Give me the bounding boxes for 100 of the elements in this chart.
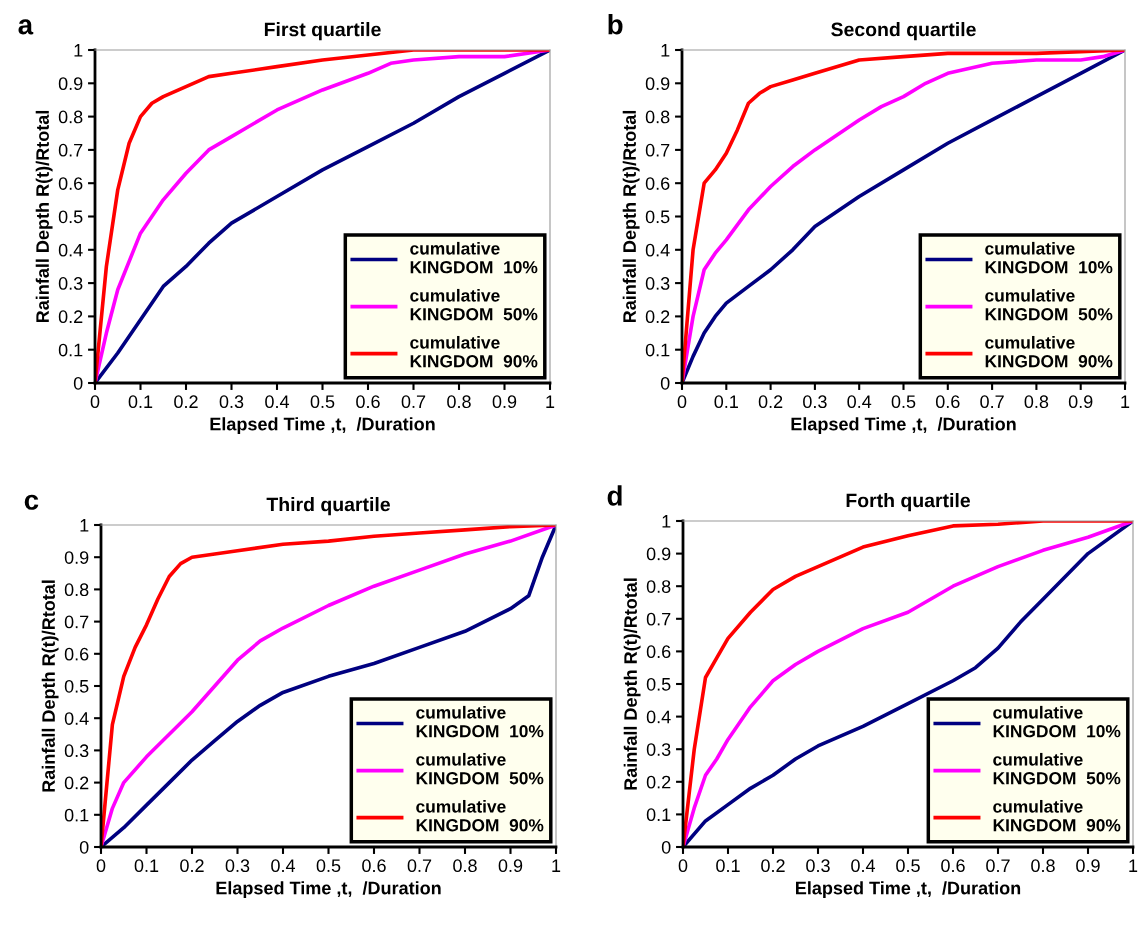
x-tick-label: 0.5 [891, 395, 916, 409]
y-tick-label: 0.6 [58, 177, 83, 190]
y-tick-label: 1 [661, 44, 670, 57]
y-tick-label: 0.7 [64, 615, 89, 629]
y-tick-label: 1 [74, 44, 83, 57]
y-axis-title: Rainfall Depth R(t)/Rtotal [41, 580, 59, 792]
x-tick-label: 0.3 [219, 395, 244, 409]
y-tick-label: 0.4 [646, 710, 671, 724]
y-tick-label: 0.7 [645, 143, 670, 157]
x-tick-label: 0.4 [847, 395, 872, 409]
y-tick-label: 0.5 [64, 679, 89, 693]
legend-label: cumulative KINGDOM 50% [416, 752, 544, 785]
y-tick-label: 0.8 [64, 583, 89, 597]
y-tick-label: 0 [660, 376, 670, 390]
chart-title: Second quartile [831, 22, 976, 41]
y-tick-label: 0.3 [645, 277, 670, 290]
y-tick-label: 0 [661, 840, 671, 854]
y-tick-label: 0.1 [58, 343, 83, 357]
x-tick-label: 0.2 [758, 395, 783, 409]
x-tick-label: 0.7 [980, 395, 1004, 409]
y-tick-label: 0.9 [646, 547, 671, 561]
y-tick-label: 0.3 [646, 743, 671, 756]
y-tick-label: 0.6 [64, 647, 89, 661]
legend-label: cumulative KINGDOM 10% [410, 241, 538, 274]
legend-label: cumulative KINGDOM 90% [985, 335, 1113, 368]
x-tick-label: 0.4 [851, 859, 876, 873]
legend-label: cumulative KINGDOM 90% [993, 799, 1121, 832]
x-tick-label: 0.3 [803, 395, 827, 409]
x-tick-label: 0.9 [1068, 395, 1093, 409]
y-tick-label: 0.1 [645, 343, 670, 357]
y-tick-label: 0.3 [58, 277, 83, 290]
y-tick-label: 0.8 [646, 580, 671, 593]
y-tick-label: 1 [80, 519, 89, 532]
x-tick-label: 0.7 [986, 859, 1010, 873]
text: d [607, 485, 622, 506]
x-tick-label: 0.9 [492, 395, 517, 409]
y-tick-label: 0.8 [645, 110, 670, 124]
legend-label: cumulative KINGDOM 10% [993, 705, 1121, 738]
x-tick-label: 1 [1121, 395, 1130, 408]
x-axis-title: Elapsed Time ,t, /Duration [210, 417, 435, 435]
y-tick-label: 0.4 [58, 243, 83, 257]
y-tick-label: 0.4 [645, 243, 670, 257]
x-tick-label: 0.4 [265, 395, 290, 409]
y-axis-title: Rainfall Depth R(t)/Rtotal [622, 110, 640, 323]
text: a [18, 19, 34, 35]
x-tick-label: 0.3 [806, 859, 830, 873]
legend-label: cumulative KINGDOM 50% [993, 752, 1121, 785]
x-tick-label: 0.6 [362, 859, 386, 873]
y-tick-label: 0.5 [58, 210, 83, 224]
x-tick-label: 1 [552, 859, 561, 872]
chart-title: Third quartile [266, 497, 390, 516]
y-tick-label: 0 [73, 376, 83, 390]
legend-label: cumulative KINGDOM 50% [985, 288, 1113, 321]
y-tick-label: 0.9 [645, 77, 670, 91]
y-tick-label: 0.2 [58, 310, 83, 324]
x-tick-label: 0.8 [453, 859, 477, 873]
y-tick-label: 0 [79, 840, 89, 854]
legend-label: cumulative KINGDOM 90% [416, 799, 544, 832]
x-axis-title: Elapsed Time ,t, /Duration [791, 417, 1016, 435]
y-tick-label: 0.5 [646, 677, 671, 691]
x-tick-label: 0 [677, 395, 687, 409]
x-tick-label: 0.8 [447, 395, 471, 409]
y-tick-label: 0.2 [645, 310, 670, 324]
y-tick-label: 0.1 [646, 808, 671, 822]
y-tick-label: 0.9 [64, 551, 89, 564]
y-tick-label: 0.1 [64, 808, 89, 822]
y-tick-label: 0.2 [64, 776, 89, 790]
x-tick-label: 0.1 [134, 859, 159, 873]
legend-label: cumulative KINGDOM 90% [410, 335, 538, 368]
x-tick-label: 0 [96, 859, 106, 873]
y-tick-label: 0.4 [64, 712, 89, 725]
legend-label: cumulative KINGDOM 10% [416, 705, 544, 738]
x-tick-label: 0.2 [180, 859, 204, 873]
legend-label: cumulative KINGDOM 50% [410, 288, 538, 321]
x-tick-label: 0.1 [128, 395, 153, 409]
x-tick-label: 0.6 [356, 395, 380, 409]
y-tick-label: 0.6 [645, 177, 670, 190]
x-tick-label: 0.4 [271, 859, 296, 873]
x-tick-label: 0.5 [310, 395, 335, 409]
y-tick-label: 0.3 [64, 744, 89, 758]
y-tick-label: 0.6 [646, 645, 671, 659]
y-tick-label: 0.2 [646, 775, 671, 789]
y-axis-title: Rainfall Depth R(t)/Rtotal [35, 110, 53, 323]
chart-title: First quartile [264, 22, 381, 41]
legend-label: cumulative KINGDOM 10% [985, 241, 1113, 274]
x-tick-label: 0.9 [1076, 859, 1100, 873]
x-tick-label: 0 [90, 395, 100, 409]
x-tick-label: 0.2 [174, 395, 198, 409]
y-axis-title: Rainfall Depth R(t)/Rtotal [623, 578, 641, 790]
y-tick-label: 0.7 [58, 143, 83, 157]
x-tick-label: 0.6 [941, 859, 965, 873]
x-tick-label: 0.2 [761, 859, 785, 873]
x-axis-title: Elapsed Time ,t, /Duration [796, 881, 1021, 899]
y-tick-label: 0.9 [58, 77, 83, 91]
x-tick-label: 0.7 [407, 859, 432, 873]
x-tick-label: 0.5 [316, 859, 341, 873]
x-tick-label: 0.5 [896, 859, 920, 873]
y-tick-label: 1 [662, 515, 671, 528]
x-tick-label: 0.6 [935, 395, 960, 409]
y-tick-label: 0.7 [646, 612, 671, 626]
